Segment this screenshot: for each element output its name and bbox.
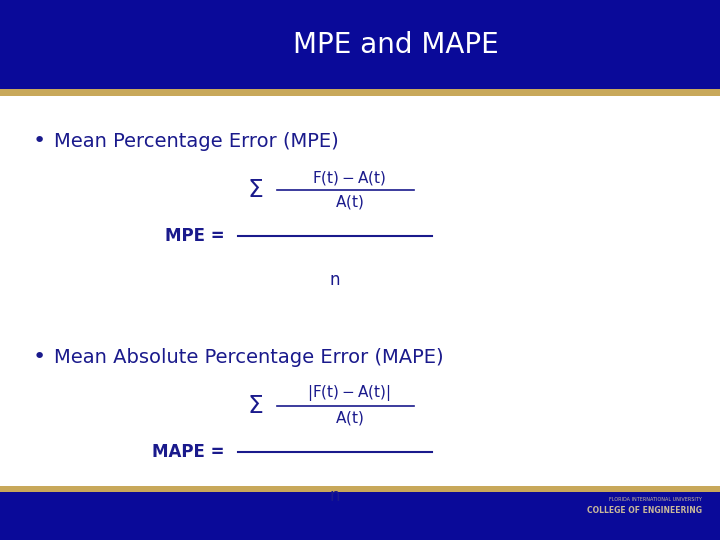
Text: $\Sigma$: $\Sigma$ <box>248 178 264 202</box>
Bar <box>0 89 720 96</box>
Bar <box>0 0 720 89</box>
Bar <box>0 492 720 540</box>
Text: FLORIDA INTERNATIONAL UNIVERSITY: FLORIDA INTERNATIONAL UNIVERSITY <box>609 497 702 502</box>
Text: $|\mathrm{F(t)}-\mathrm{A(t)}|$: $|\mathrm{F(t)}-\mathrm{A(t)}|$ <box>307 383 391 403</box>
Text: •: • <box>33 131 46 152</box>
Text: $\mathrm{A(t)}$: $\mathrm{A(t)}$ <box>335 409 364 427</box>
Text: MAPE =: MAPE = <box>152 443 230 461</box>
Text: Mean Percentage Error (MPE): Mean Percentage Error (MPE) <box>54 132 338 151</box>
Text: n: n <box>330 271 340 289</box>
Text: n: n <box>330 487 340 505</box>
Text: COLLEGE OF ENGINEERING: COLLEGE OF ENGINEERING <box>587 506 702 515</box>
Text: MPE =: MPE = <box>165 227 230 245</box>
Text: MPE and MAPE: MPE and MAPE <box>293 31 499 58</box>
Text: $\Sigma$: $\Sigma$ <box>248 394 264 418</box>
Text: $\mathrm{A(t)}$: $\mathrm{A(t)}$ <box>335 193 364 211</box>
Bar <box>0 486 720 492</box>
Text: •: • <box>33 347 46 368</box>
Text: $\mathrm{F(t)}-\mathrm{A(t)}$: $\mathrm{F(t)}-\mathrm{A(t)}$ <box>312 170 387 187</box>
Text: Mean Absolute Percentage Error (MAPE): Mean Absolute Percentage Error (MAPE) <box>54 348 444 367</box>
